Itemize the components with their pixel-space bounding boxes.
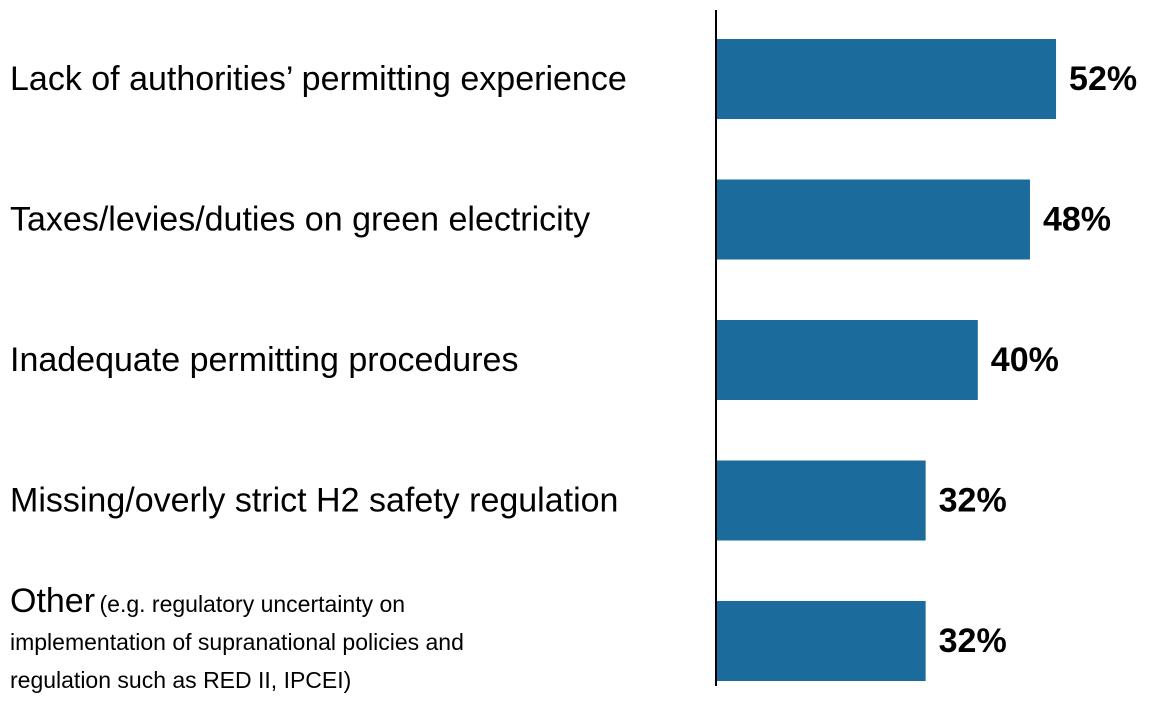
value-label: 32% [939, 622, 1007, 660]
value-label: 52% [1069, 60, 1137, 98]
bar [717, 460, 926, 541]
value-label: 48% [1043, 200, 1111, 238]
value-label: 32% [939, 481, 1007, 519]
value-label: 40% [991, 341, 1059, 379]
category-label: Taxes/levies/duties on green electricity [10, 200, 590, 238]
bar [717, 39, 1057, 119]
bar [717, 320, 978, 400]
category-label: Other [10, 582, 96, 620]
category-label: Missing/overly strict H2 safety regulati… [10, 481, 618, 519]
category-note: (e.g. regulatory uncertainty on implemen… [10, 591, 464, 693]
category-label: Lack of authorities’ permitting experien… [10, 60, 627, 98]
bar [717, 601, 926, 681]
other-label: Other (e.g. regulatory uncertainty on im… [10, 584, 550, 701]
category-label: Inadequate permitting procedures [10, 341, 518, 379]
bar [717, 179, 1030, 260]
